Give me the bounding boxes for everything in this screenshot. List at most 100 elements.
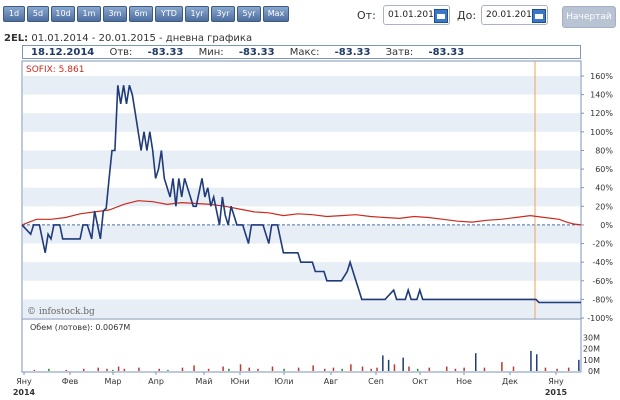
period-button-5yr[interactable]: 5yr — [237, 6, 261, 22]
volume-bar — [408, 366, 410, 371]
min-label: Мин: — [198, 47, 224, 58]
volume-bar — [382, 355, 384, 371]
sofix-legend: SOFIX: 5.861 — [26, 65, 84, 75]
volume-bar — [271, 366, 274, 371]
date-to-label: До: — [457, 9, 477, 22]
volume-bar — [370, 368, 372, 371]
close-label: Затв: — [385, 47, 414, 58]
x-tick-label: Яну — [16, 377, 32, 386]
volume-bar — [33, 369, 36, 371]
period-button-6m[interactable]: 6m — [129, 6, 153, 22]
period-button-1d[interactable]: 1d — [3, 6, 25, 22]
volume-panel — [21, 318, 582, 373]
y-tick-label: 120% — [590, 109, 613, 118]
volume-bar — [117, 366, 120, 371]
period-button-1yr[interactable]: 1yr — [185, 6, 209, 22]
y-tick-label: -60% — [592, 277, 613, 286]
chart-title: 2EL: 01.01.2014 - 20.01.2015 - дневна гр… — [4, 33, 252, 44]
volume-axis: 30M 20M 10M 0M — [583, 334, 600, 376]
x-tick-label: Мар — [105, 377, 122, 386]
volume-bar — [222, 366, 224, 371]
y-tick-label: 160% — [590, 72, 613, 81]
watermark: © infostock.bg — [27, 307, 95, 317]
x-axis: Яну 2014 Фев Мар Апр Май Юни Юли Авг Сеп Окт Ное Дек… — [13, 372, 568, 397]
volume-bar — [578, 359, 580, 371]
volume-bar — [297, 367, 300, 371]
volume-bar — [376, 367, 378, 371]
period-button-1m[interactable]: 1m — [77, 6, 101, 22]
volume-bar — [167, 369, 169, 371]
y-tick-label: -20% — [592, 240, 613, 249]
volume-bar — [257, 368, 259, 371]
x-tick-label: Юли — [275, 377, 294, 386]
volume-bar — [158, 368, 160, 371]
volume-bar — [416, 368, 419, 371]
y-tick-label: -40% — [592, 258, 613, 267]
volume-bar — [48, 368, 50, 371]
x-tick-label: Апр — [148, 377, 164, 386]
volume-tick-label: 0M — [588, 367, 600, 376]
y-tick-label: 140% — [590, 91, 613, 100]
volume-bar — [350, 364, 352, 371]
volume-bar — [393, 364, 396, 371]
volume-bar — [324, 368, 326, 371]
volume-bar — [556, 368, 558, 371]
volume-bar — [97, 367, 100, 371]
volume-bar — [283, 368, 285, 371]
y-tick-label: 100% — [590, 128, 613, 137]
volume-bar — [207, 368, 210, 371]
volume-bar — [332, 367, 335, 371]
volume-bar — [341, 368, 343, 371]
volume-bar — [501, 362, 503, 371]
y-axis: 160% 140% 120% 100% 80% 60% 40% 20% 0% -20% -40% -6… — [581, 72, 613, 323]
max-label: Макс: — [289, 47, 320, 58]
volume-bar — [530, 350, 532, 371]
volume-bar — [535, 354, 538, 371]
x-tick-label: Авг — [324, 377, 338, 386]
volume-bar — [483, 367, 486, 371]
period-button-10d[interactable]: 10d — [51, 6, 75, 22]
title-range: 01.01.2014 - 20.01.2015 - дневна графика — [31, 33, 253, 44]
volume-tick-label: 30M — [583, 334, 600, 343]
x-tick-label: Юни — [230, 377, 249, 386]
stock-line — [21, 85, 581, 304]
open-label: Отв: — [109, 47, 133, 58]
volume-bar — [138, 367, 140, 371]
ohlc-bar: 18.12.2014 Отв: -83.33 Мин: -83.33 Макс:… — [22, 45, 581, 59]
volume-bar — [239, 364, 242, 371]
period-button-5d[interactable]: 5d — [27, 6, 49, 22]
period-button-max[interactable]: Max — [263, 6, 289, 22]
volume-bar — [428, 367, 431, 371]
calendar-icon[interactable] — [434, 9, 448, 23]
grid-band — [23, 224, 580, 244]
y-tick-label: 60% — [595, 165, 613, 174]
grid-bands — [23, 76, 580, 318]
y-tick-label: -100% — [587, 314, 613, 323]
grid-band — [23, 299, 580, 318]
volume-bar — [463, 367, 465, 371]
max-value: -83.33 — [334, 47, 371, 58]
volume-bar — [106, 368, 108, 371]
volume-tick-label: 20M — [583, 345, 600, 354]
date-from-input[interactable] — [383, 5, 450, 25]
volume-bar — [361, 366, 364, 371]
calendar-icon[interactable] — [532, 9, 546, 23]
period-button-3yr[interactable]: 3yr — [211, 6, 235, 22]
volume-bar — [181, 367, 184, 371]
y-tick-label: 0% — [600, 221, 613, 230]
grid-band — [23, 76, 580, 95]
x-tick-label: 2014 — [13, 388, 36, 397]
grid-band — [23, 262, 580, 281]
period-button-ytd[interactable]: YTD — [155, 6, 183, 22]
date-to-input[interactable] — [481, 5, 548, 25]
period-button-3m[interactable]: 3m — [103, 6, 127, 22]
title-symbol: 2EL: — [4, 33, 29, 44]
date-from-label: От: — [357, 9, 376, 22]
draw-button[interactable]: Начертай — [562, 6, 616, 28]
volume-bar — [312, 365, 314, 371]
y-tick-label: 80% — [595, 146, 613, 155]
grid-band — [23, 113, 580, 132]
volume-bar — [82, 368, 85, 371]
